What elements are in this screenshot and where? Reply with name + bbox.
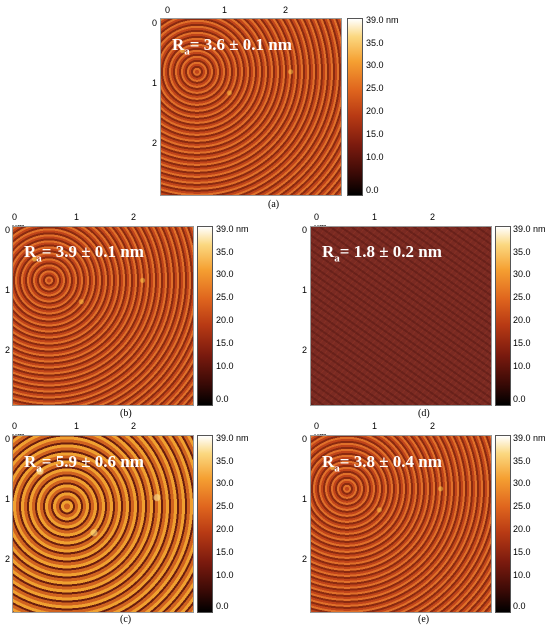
y-tick-2: 2 [152, 138, 158, 148]
y-tick-1: 1 [302, 494, 308, 504]
y-tick-0: 0 [302, 225, 308, 235]
ra-label-b: Ra= 3.9 ± 0.1 nm [24, 242, 144, 265]
y-tick-2: 2 [5, 554, 11, 564]
ra-label-c: Ra= 5.9 ± 0.6 nm [24, 452, 144, 475]
colorbar-tick: 35.0 [366, 38, 384, 48]
colorbar-tick: 10.0 [366, 152, 384, 162]
x-tick-1: 1 [372, 212, 378, 222]
colorbar-tick: 25.0 [513, 292, 531, 302]
y-tick-1: 1 [5, 494, 11, 504]
afm-image-d [310, 226, 492, 406]
y-tick-1: 1 [5, 285, 11, 295]
colorbar-tick: 15.0 [216, 338, 234, 348]
colorbar-b [197, 226, 213, 406]
colorbar-tick: 35.0 [513, 456, 531, 466]
colorbar-tick: 10.0 [513, 570, 531, 580]
colorbar-tick: 25.0 [366, 83, 384, 93]
colorbar-tick: 20.0 [366, 106, 384, 116]
colorbar-tick: 30.0 [216, 269, 234, 279]
caption-b: (b) [120, 408, 132, 419]
afm-image-b [12, 226, 194, 406]
colorbar-tick: 35.0 [513, 247, 531, 257]
ra-label-d: Ra= 1.8 ± 0.2 nm [322, 242, 442, 265]
x-tick-2: 2 [131, 421, 137, 431]
ra-label-a: Ra= 3.6 ± 0.1 nm [172, 35, 292, 58]
colorbar-a [347, 18, 363, 196]
colorbar-tick: 25.0 [513, 501, 531, 511]
y-tick-0: 0 [5, 434, 11, 444]
colorbar-tick: 15.0 [513, 547, 531, 557]
colorbar-tick: 20.0 [513, 315, 531, 325]
colorbar-tick: 39.0 nm [513, 224, 546, 234]
ra-label-e: Ra= 3.8 ± 0.4 nm [322, 452, 442, 475]
colorbar-tick: 10.0 [513, 361, 531, 371]
afm-image-a [160, 18, 342, 196]
colorbar-e [495, 435, 511, 613]
caption-a: (a) [268, 199, 280, 210]
colorbar-tick: 39.0 nm [366, 15, 399, 25]
colorbar-tick: 30.0 [513, 269, 531, 279]
colorbar-tick: 35.0 [216, 456, 234, 466]
y-tick-1: 1 [302, 285, 308, 295]
y-tick-2: 2 [302, 345, 308, 355]
colorbar-tick: 15.0 [216, 547, 234, 557]
x-tick-2: 2 [430, 421, 436, 431]
colorbar-tick: 10.0 [216, 570, 234, 580]
colorbar-tick: 0.0 [216, 601, 229, 611]
colorbar-tick: 30.0 [366, 60, 384, 70]
colorbar-tick: 25.0 [216, 292, 234, 302]
x-tick-1: 1 [74, 212, 80, 222]
colorbar-c [197, 435, 213, 613]
colorbar-tick: 0.0 [513, 394, 526, 404]
y-tick-0: 0 [5, 225, 11, 235]
y-tick-0: 0 [302, 434, 308, 444]
x-tick-2: 2 [131, 212, 137, 222]
colorbar-tick: 0.0 [216, 394, 229, 404]
colorbar-tick: 39.0 nm [216, 224, 249, 234]
colorbar-tick: 30.0 [513, 478, 531, 488]
x-tick-2: 2 [430, 212, 436, 222]
colorbar-tick: 15.0 [366, 129, 384, 139]
caption-d: (d) [418, 408, 430, 419]
colorbar-tick: 39.0 nm [216, 433, 249, 443]
y-tick-1: 1 [152, 78, 158, 88]
afm-image-e [310, 435, 492, 613]
colorbar-tick: 20.0 [513, 524, 531, 534]
colorbar-tick: 39.0 nm [513, 433, 546, 443]
colorbar-tick: 20.0 [216, 524, 234, 534]
colorbar-tick: 0.0 [513, 601, 526, 611]
colorbar-tick: 20.0 [216, 315, 234, 325]
y-tick-2: 2 [302, 554, 308, 564]
colorbar-tick: 15.0 [513, 338, 531, 348]
colorbar-tick: 0.0 [366, 185, 379, 195]
afm-image-c [12, 435, 194, 613]
colorbar-tick: 35.0 [216, 247, 234, 257]
colorbar-tick: 10.0 [216, 361, 234, 371]
caption-c: (c) [120, 614, 132, 625]
x-tick-2: 2 [283, 5, 289, 15]
colorbar-tick: 30.0 [216, 478, 234, 488]
y-tick-0: 0 [152, 18, 158, 28]
y-tick-2: 2 [5, 345, 11, 355]
colorbar-d [495, 226, 511, 406]
x-tick-1: 1 [222, 5, 228, 15]
x-tick-1: 1 [372, 421, 378, 431]
colorbar-tick: 25.0 [216, 501, 234, 511]
caption-e: (e) [418, 614, 430, 625]
x-tick-1: 1 [74, 421, 80, 431]
